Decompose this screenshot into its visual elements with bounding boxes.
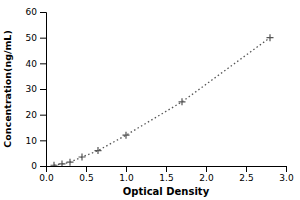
point: [51, 162, 58, 166]
tick-label: 40: [26, 59, 38, 69]
tick-label: 0.5: [79, 173, 93, 183]
tick-mark: [40, 12, 46, 13]
tick-label: 0.0: [39, 173, 54, 183]
tick: 40: [26, 59, 46, 69]
tick-mark: [40, 166, 46, 167]
tick: 60: [26, 7, 46, 17]
y-axis-title: Concentration(ng/mL): [2, 30, 13, 148]
tick-label: 2.0: [199, 173, 214, 183]
tick: 1.5: [159, 166, 173, 183]
chart: 0.0 0.5 1.0 1.5 2.0 2.5 3.0 0 10 20 30 40 50 60 Optica…: [0, 0, 300, 200]
tick: 3.0: [279, 166, 294, 183]
y-axis: 0 10 20 30 40 50 60: [26, 7, 47, 171]
x-axis: 0.0 0.5 1.0 1.5 2.0 2.5 3.0: [39, 166, 294, 183]
tick: 50: [26, 33, 46, 43]
tick: 30: [26, 84, 46, 94]
point: [79, 154, 86, 161]
marks: [51, 34, 274, 166]
tick: 1.0: [119, 166, 134, 183]
tick-mark: [126, 166, 127, 172]
tick: 0: [31, 161, 46, 171]
tick-label: 3.0: [279, 173, 294, 183]
tick-mark: [40, 89, 46, 90]
point: [67, 159, 74, 166]
tick: 0.0: [39, 166, 54, 183]
point: [179, 98, 186, 105]
tick-label: 0: [31, 161, 37, 171]
point: [267, 34, 274, 41]
tick: 10: [26, 136, 46, 146]
tick-label: 10: [26, 136, 38, 146]
point: [123, 132, 130, 139]
axis-line: [47, 167, 287, 173]
point: [95, 147, 102, 154]
tick-mark: [40, 38, 46, 39]
tick-label: 50: [26, 33, 38, 43]
tick-mark: [166, 166, 167, 172]
tick-mark: [246, 166, 247, 172]
tick-label: 1.0: [119, 173, 134, 183]
plot: 0.0 0.5 1.0 1.5 2.0 2.5 3.0 0 10 20 30 40 50 60: [26, 7, 294, 183]
tick-label: 1.5: [159, 173, 173, 183]
point: [59, 160, 66, 166]
line: [54, 38, 270, 166]
tick-label: 2.5: [239, 173, 253, 183]
tick: 0.5: [79, 166, 93, 183]
tick-label: 60: [26, 7, 38, 17]
tick-mark: [86, 166, 87, 172]
tick-mark: [206, 166, 207, 172]
tick-mark: [40, 140, 46, 141]
tick: 20: [26, 110, 46, 120]
tick-mark: [286, 166, 287, 172]
x-axis-title: Optical Density: [123, 186, 210, 197]
tick: 2.5: [239, 166, 253, 183]
tick: 2.0: [199, 166, 214, 183]
tick-label: 20: [26, 110, 38, 120]
tick-mark: [40, 63, 46, 64]
tick-label: 30: [26, 84, 38, 94]
axis-line: [40, 13, 47, 167]
tick-mark: [40, 115, 46, 116]
